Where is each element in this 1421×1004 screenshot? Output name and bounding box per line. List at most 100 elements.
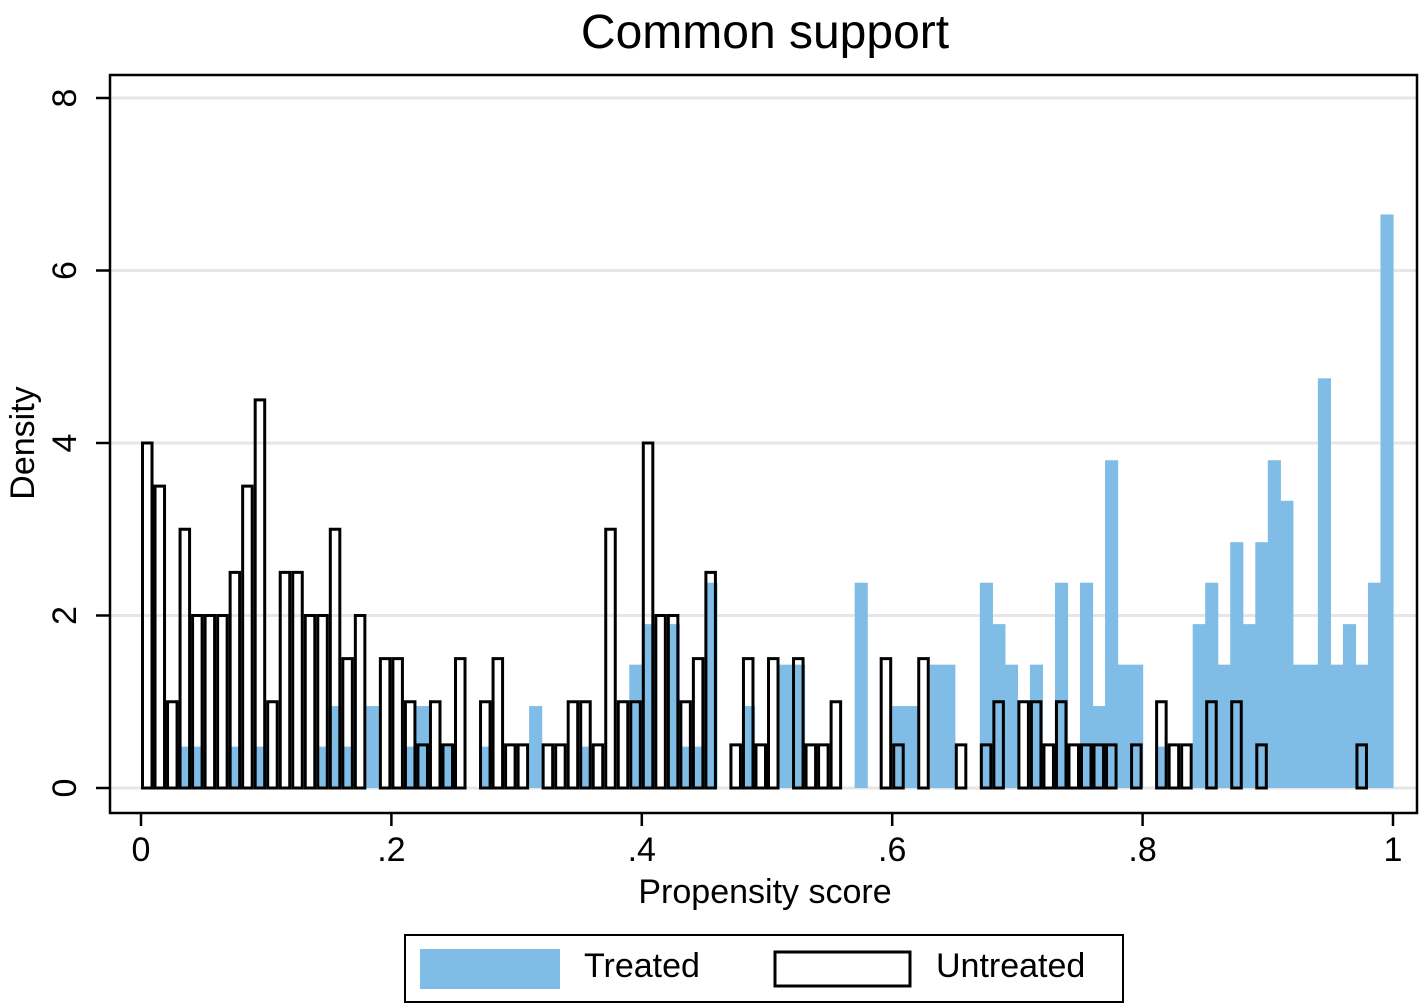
untreated-bar-21 [416,743,429,790]
treated-bar-48 [1305,664,1319,788]
x-tick-label-0: 0 [132,831,151,869]
x-tick-label-4: .8 [1128,831,1156,869]
untreated-bar-17 [353,614,367,790]
untreated-bar-48 [804,743,818,790]
untreated-bar-52 [892,743,905,790]
x-axis-label: Propensity score [638,873,891,911]
untreated-bar-20 [403,700,417,790]
untreated-bar-65 [1130,743,1143,790]
untreated-bar-7 [228,570,242,790]
untreated-bar-23 [441,743,455,790]
untreated-bar-66 [1155,700,1168,790]
untreated-bar-69 [1205,700,1218,790]
untreated-bar-9 [253,398,267,790]
untreated-bar-1 [153,484,167,790]
x-tick-label-2: .4 [628,831,656,869]
untreated-bar-16 [341,657,354,790]
untreated-bar-62 [1080,743,1093,790]
x-tick-label-5: 1 [1384,831,1403,869]
y-axis-label: Density [4,386,42,499]
treated-bar-45 [1267,460,1281,788]
untreated-bar-33 [591,743,605,790]
y-tick-label-4: 8 [46,89,84,108]
x-tick-label-3: .6 [878,831,906,869]
untreated-bar-30 [554,743,567,790]
treated-bar-27 [942,664,956,788]
untreated-bar-40 [679,700,692,790]
legend: Treated Untreated [404,934,1124,1003]
untreated-bar-2 [166,700,179,790]
untreated-bar-41 [691,657,705,790]
untreated-bar-67 [1167,743,1181,790]
untreated-bar-0 [141,441,154,790]
untreated-bar-63 [1092,743,1106,790]
chart-title: Common support [581,6,949,59]
legend-swatch-untreated [773,950,912,988]
untreated-bar-50 [829,700,843,790]
treated-bar-46 [1280,500,1294,788]
treated-bar-47 [1292,664,1306,788]
untreated-bar-31 [566,700,580,790]
untreated-bar-26 [491,657,505,790]
treated-bar-44 [1255,542,1269,788]
untreated-bar-64 [1105,743,1118,790]
untreated-bar-18 [378,657,392,790]
untreated-bar-71 [1255,743,1268,790]
untreated-bar-14 [316,614,329,790]
untreated-bar-55 [979,743,993,790]
y-tick-label-2: 4 [46,434,84,453]
treated-bar-7 [366,706,380,788]
y-tick-label-1: 2 [46,606,84,625]
treated-bar-51 [1342,624,1357,788]
untreated-bar-49 [817,743,830,790]
untreated-bar-15 [328,527,342,790]
untreated-bar-24 [454,657,467,790]
untreated-bar-42 [704,570,717,790]
untreated-bar-3 [178,527,192,790]
treated-bar-43 [1242,624,1256,788]
untreated-bar-72 [1355,743,1368,790]
untreated-bar-54 [954,743,968,790]
untreated-bar-51 [879,657,893,790]
untreated-bar-61 [1067,743,1080,790]
treated-bar-33 [1080,582,1094,788]
treated-bar-35 [1105,460,1119,788]
y-tick-label-3: 6 [46,261,84,280]
treated-bar-39 [1192,624,1206,788]
untreated-bar-43 [729,743,742,790]
treated-bar-54 [1380,214,1394,788]
treated-bar-23 [854,582,868,788]
y-axis: 0 2 4 6 8 [46,89,110,797]
untreated-bar-53 [917,657,930,790]
legend-swatch-treated [420,949,560,989]
untreated-bar-38 [654,614,667,790]
untreated-bar-47 [792,657,805,790]
legend-label-untreated: Untreated [936,947,1085,985]
treated-bar-49 [1317,378,1331,788]
untreated-bar-12 [291,570,304,790]
untreated-bar-29 [541,743,555,790]
untreated-bar-13 [303,614,317,790]
treated-bar-53 [1367,582,1382,788]
untreated-bar-11 [278,570,292,790]
treated-bar-21 [779,664,793,788]
treated-bar-25 [904,706,918,788]
untreated-bar-39 [666,614,680,790]
untreated-bar-68 [1180,743,1193,790]
untreated-bar-28 [516,743,530,790]
x-tick-label-1: .2 [377,831,405,869]
untreated-bar-22 [428,700,442,790]
untreated-bar-46 [767,657,780,790]
untreated-bar-5 [203,614,217,790]
untreated-bar-34 [604,527,617,790]
untreated-bar-70 [1230,700,1243,790]
treated-bar-28 [979,582,993,788]
untreated-bar-8 [241,484,254,790]
treated-bar-36 [1117,664,1131,788]
x-axis: 0 .2 .4 .6 .8 1 [132,813,1403,869]
untreated-bar-27 [504,743,517,790]
legend-label-treated: Treated [584,947,700,985]
untreated-bar-44 [741,657,755,790]
untreated-bar-10 [266,700,279,790]
